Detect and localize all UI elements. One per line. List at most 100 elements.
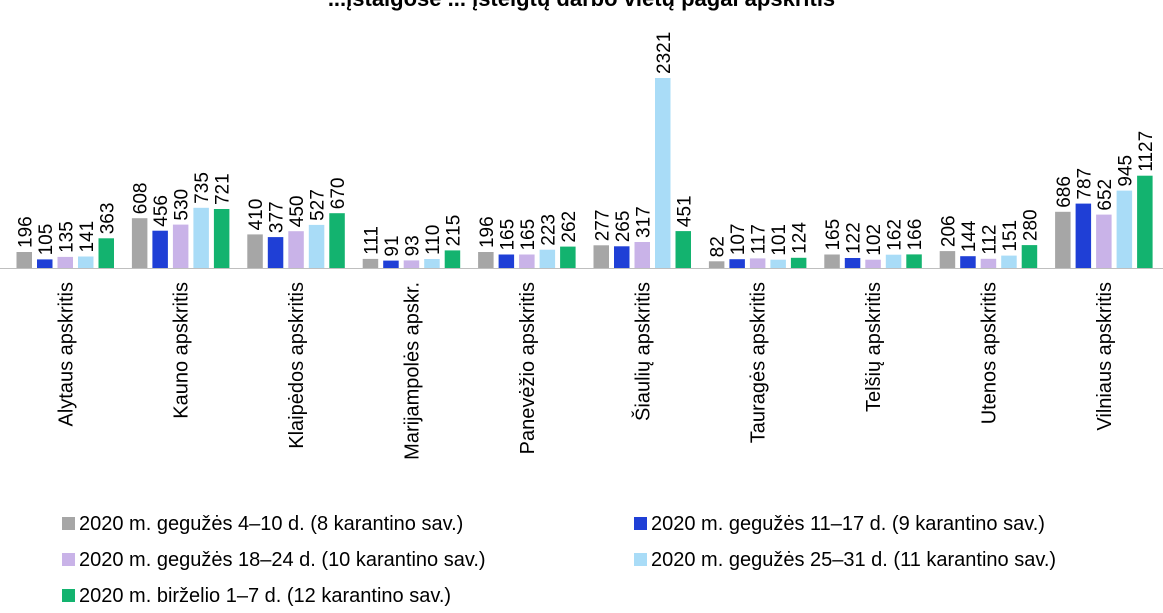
data-label: 215 <box>444 215 465 247</box>
bar <box>1001 255 1017 268</box>
bar <box>519 254 535 268</box>
bar <box>478 252 494 268</box>
data-label: 265 <box>613 211 634 243</box>
data-label: 124 <box>790 222 811 254</box>
bar <box>444 250 461 268</box>
bar <box>267 237 284 268</box>
bar <box>131 218 148 268</box>
bar <box>308 224 325 268</box>
data-label: 112 <box>980 225 1001 255</box>
data-label: 144 <box>959 220 980 252</box>
bar <box>824 254 840 268</box>
category-tick-label: Tauragės apskritis <box>748 282 770 443</box>
category-tick-label: Alytaus apskritis <box>55 282 77 427</box>
bar <box>57 256 73 268</box>
bar <box>329 213 345 268</box>
data-label: 527 <box>308 189 329 221</box>
bar <box>539 249 556 268</box>
legend-swatch <box>62 589 75 602</box>
data-label: 410 <box>246 199 267 231</box>
bar <box>78 256 94 268</box>
data-label: 363 <box>97 203 118 235</box>
legend-label: 2020 m. birželio 1–7 d. (12 karantino sa… <box>79 585 452 607</box>
data-label: 122 <box>844 222 865 254</box>
legend-swatch <box>62 517 75 530</box>
data-label: 450 <box>287 195 308 227</box>
bar <box>906 254 922 268</box>
bar <box>362 258 379 268</box>
bar <box>498 254 515 268</box>
data-label: 102 <box>864 224 885 256</box>
data-label: 2321 <box>654 32 675 74</box>
data-label: 165 <box>518 219 539 251</box>
data-label: 945 <box>1115 155 1136 187</box>
data-label: 165 <box>823 219 844 251</box>
bar <box>865 259 881 268</box>
data-label: 82 <box>708 236 729 257</box>
data-label: 787 <box>1074 168 1095 200</box>
legend-item: 2020 m. gegužės 11–17 d. (9 karantino sa… <box>634 512 1045 536</box>
data-label: 530 <box>172 189 193 221</box>
bar <box>770 259 786 268</box>
category-tick-label: Utenos apskritis <box>979 282 1001 424</box>
bar <box>403 260 420 268</box>
data-label: 456 <box>151 195 172 227</box>
data-label: 110 <box>423 225 444 255</box>
bar <box>383 260 399 268</box>
data-label: 135 <box>56 221 77 253</box>
bar <box>288 231 304 268</box>
data-label: 196 <box>477 216 498 248</box>
data-label: 735 <box>192 172 213 204</box>
data-label: 721 <box>213 173 234 205</box>
data-label: 141 <box>77 221 98 253</box>
bar <box>980 258 997 268</box>
legend-label: 2020 m. gegužės 18–24 d. (10 karantino s… <box>79 549 486 571</box>
bar <box>560 246 576 268</box>
legend-swatch <box>634 553 647 566</box>
data-label: 196 <box>15 216 36 248</box>
data-label: 206 <box>939 215 960 247</box>
bar <box>675 231 691 268</box>
data-label: 277 <box>592 210 613 242</box>
data-label: 117 <box>749 224 770 254</box>
bar <box>708 261 725 268</box>
legend-swatch <box>62 553 75 566</box>
bar <box>1137 175 1153 268</box>
data-label: 105 <box>36 224 57 256</box>
data-label: 101 <box>769 224 790 256</box>
category-tick-label: Marijampolės apskr. <box>402 282 424 460</box>
data-label: 262 <box>559 211 580 243</box>
bar <box>885 254 902 268</box>
category-tick-label: Panevėžio apskritis <box>517 282 539 454</box>
category-tick-label: Vilniaus apskritis <box>1094 282 1116 431</box>
data-label: 111 <box>362 226 383 255</box>
bar <box>960 256 976 268</box>
bar <box>939 251 956 268</box>
bar <box>1116 190 1133 268</box>
bars-layer <box>16 78 1153 268</box>
bar <box>729 259 745 268</box>
bar <box>614 246 630 268</box>
bar <box>193 207 209 268</box>
data-label: 377 <box>267 201 288 233</box>
legend-swatch <box>634 517 647 530</box>
data-label: 608 <box>131 182 152 214</box>
bar <box>172 224 189 268</box>
data-label: 317 <box>633 206 654 238</box>
bar <box>213 209 230 268</box>
bar <box>1021 245 1038 268</box>
data-label: 451 <box>674 195 695 227</box>
bar <box>1075 203 1092 268</box>
chart-title: ...įstaigose ... įsteigtų darbo vietų pa… <box>0 0 1163 12</box>
data-label: 686 <box>1054 176 1075 208</box>
legend-item: 2020 m. gegužės 25–31 d. (11 karantino s… <box>634 548 1056 572</box>
data-label: 162 <box>885 219 906 251</box>
category-tick-label: Telšių apskritis <box>863 282 885 412</box>
data-label: 165 <box>497 219 518 251</box>
bar <box>655 78 671 268</box>
data-label: 91 <box>382 235 403 256</box>
data-label: 93 <box>403 235 424 256</box>
data-label: 166 <box>905 219 926 251</box>
data-label: 223 <box>538 214 559 246</box>
